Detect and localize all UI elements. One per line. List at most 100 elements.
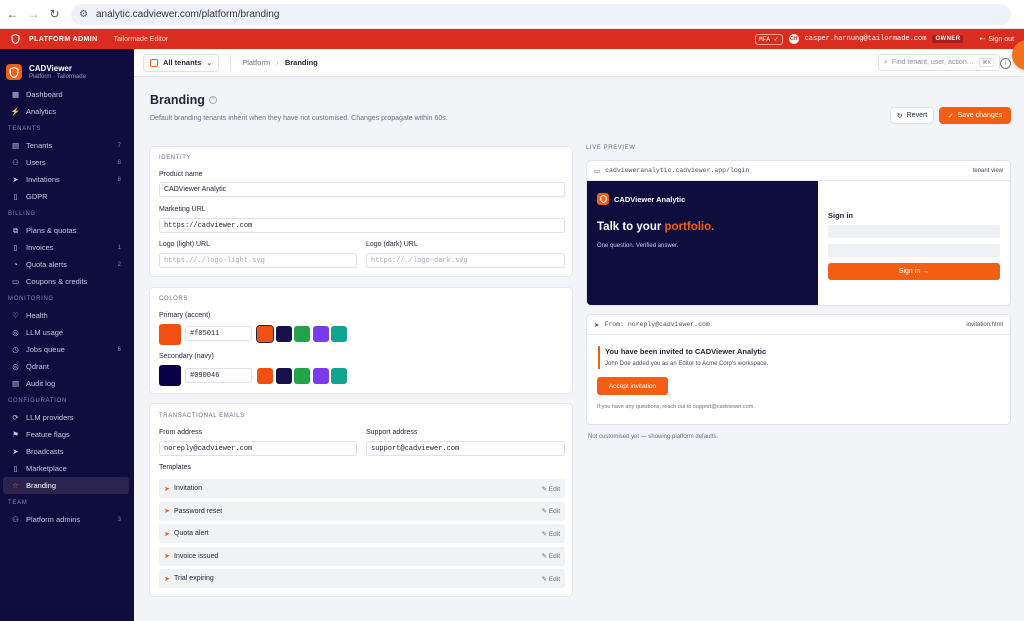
sidebar-item-label: Platform admins [26, 515, 81, 524]
reload-icon[interactable]: ↻ [49, 7, 60, 21]
sidebar-item-audit-log[interactable]: ▤ Audit log [3, 375, 129, 392]
help-icon[interactable]: i [1000, 58, 1011, 69]
color-preset-swatch[interactable] [256, 325, 274, 343]
save-changes-button[interactable]: ✓ Save changes [939, 107, 1011, 124]
edit-button[interactable]: ✎ Edit [542, 485, 560, 493]
avatar[interactable]: CH [788, 34, 799, 44]
sidebar-item-qdrant[interactable]: ◎ Qdrant [3, 358, 129, 375]
templates-label: Templates [159, 464, 191, 471]
sidebar-item-count: 8 [117, 176, 121, 183]
tenant-select[interactable]: All tenants ⌄ [143, 53, 220, 72]
sidebar-item-invitations[interactable]: ➤ Invitations 8 [3, 171, 129, 188]
breadcrumb-root[interactable]: Platform [242, 58, 271, 67]
template-row[interactable]: ➤ Invoice issued ✎ Edit [159, 546, 565, 566]
sidebar-item-count: 7 [117, 142, 121, 149]
sidebar-section-title: BILLING [8, 210, 36, 217]
email-preview-from: From: noreply@cadviewer.com [604, 321, 710, 328]
signin-panel: Sign in Sign in → [818, 181, 1010, 305]
primary-color-swatch[interactable] [159, 324, 181, 345]
info-icon[interactable]: ? [209, 96, 217, 104]
color-preset-swatch[interactable] [275, 326, 292, 342]
pencil-icon: ✎ [541, 575, 547, 583]
color-preset-swatch[interactable] [257, 368, 273, 384]
address-bar[interactable]: ⚙ analytic.cadviewer.com/platform/brandi… [71, 3, 1011, 25]
template-row[interactable]: ➤ Password reset ✎ Edit [159, 501, 565, 521]
sidebar-item-llm-usage[interactable]: ◎ LLM usage [3, 324, 129, 341]
sidebar-item-plans-quotas[interactable]: ⧉ Plans & quotas [3, 222, 129, 239]
revert-icon: ↻ [896, 112, 903, 120]
plans-quotas-icon: ⧉ [12, 225, 19, 235]
jobs-queue-icon: ◷ [12, 345, 19, 354]
edit-button[interactable]: ✎ Edit [542, 575, 560, 583]
sidebar-item-marketplace[interactable]: ▯ Marketplace [3, 460, 129, 477]
sidebar-item-llm-providers[interactable]: ⟳ LLM providers [3, 409, 129, 426]
feature-flags-icon: ⚑ [12, 430, 19, 439]
sidebar-item-jobs-queue[interactable]: ◷ Jobs queue 6 [3, 341, 129, 358]
edit-label: Edit [548, 508, 560, 515]
signin-button[interactable]: Sign in → [828, 263, 1000, 280]
accept-invitation-button[interactable]: Accept invitation [597, 377, 668, 395]
sidebar-item-platform-admins[interactable]: ⚇ Platform admins 3 [3, 511, 129, 528]
color-preset-swatch[interactable] [275, 368, 292, 384]
color-preset-swatch[interactable] [312, 326, 329, 342]
email-title: You have been invited to CADViewer Analy… [605, 347, 767, 356]
color-preset-swatch[interactable] [294, 326, 310, 342]
template-name: Trial expiring [174, 575, 214, 582]
secondary-color-input[interactable]: #090046 [185, 368, 252, 383]
sidebar-item-coupons-credits[interactable]: ▭ Coupons & credits [3, 273, 129, 290]
login-preview-bar: ▭ cadvieweranalytic.cadviewer.app/login … [587, 161, 1010, 181]
search-input[interactable]: ⌕ Find tenant, user, action… ⌘K [878, 54, 1000, 71]
template-row[interactable]: ➤ Invitation ✎ Edit [159, 479, 565, 498]
product-name-input[interactable]: CADViewer Analytic [159, 182, 565, 197]
users-icon: ⚇ [12, 158, 19, 167]
color-preset-swatch[interactable] [294, 368, 310, 384]
color-preset-swatch[interactable] [331, 368, 347, 384]
login-preview: ▭ cadvieweranalytic.cadviewer.app/login … [586, 160, 1011, 306]
color-preset-swatch[interactable] [331, 326, 347, 342]
sidebar-item-gdpr[interactable]: ▯ GDPR [3, 188, 129, 205]
send-icon: ➤ [164, 485, 170, 493]
revert-button[interactable]: ↻ Revert [890, 107, 934, 124]
identity-section-title: IDENTITY [159, 155, 192, 161]
sidebar-item-label: Quota alerts [26, 260, 67, 269]
brand[interactable]: CADViewer Platform · Tailormade [0, 49, 134, 85]
sidebar-item-health[interactable]: ♡ Health [3, 307, 129, 324]
primary-color-input[interactable]: #f05011 [185, 326, 252, 341]
sidebar-item-tenants[interactable]: ▤ Tenants 7 [3, 137, 129, 154]
llm-usage-icon: ◎ [12, 328, 19, 337]
marketing-url-input[interactable]: https://cadviewer.com [159, 218, 565, 233]
tenants-icon: ▤ [11, 141, 20, 150]
sidebar-item-users[interactable]: ⚇ Users 8 [3, 154, 129, 171]
color-preset-swatch[interactable] [312, 368, 329, 384]
sidebar-item-quota-alerts[interactable]: ◔ Quota alerts 2 [3, 256, 129, 273]
signin-password-field[interactable] [828, 244, 1000, 257]
sidebar-item-analytics[interactable]: ⚡ Analytics [3, 103, 129, 120]
tenant-select-label: All tenants [163, 58, 202, 67]
back-icon[interactable]: ← [6, 7, 19, 21]
template-row[interactable]: ➤ Quota alert ✎ Edit [159, 524, 565, 543]
sidebar-item-label: Jobs queue [26, 345, 65, 354]
sign-out-button[interactable]: ⇠ Sign out [979, 35, 1014, 44]
forward-icon[interactable]: → [27, 7, 40, 21]
sidebar-item-invoices[interactable]: ▯ Invoices 1 [3, 239, 129, 256]
sidebar-item-broadcasts[interactable]: ➤ Broadcasts [3, 443, 129, 460]
send-icon: ➤ [594, 321, 600, 329]
sidebar-item-feature-flags[interactable]: ⚑ Feature flags [3, 426, 129, 443]
sidebar-item-branding[interactable]: ☆ Branding [3, 477, 129, 494]
logo-light-input[interactable]: https://…/logo-light.svg [159, 253, 357, 268]
site-settings-icon[interactable]: ⚙ [79, 8, 88, 20]
secondary-color-swatch[interactable] [159, 365, 181, 386]
headline-accent: portfolio. [664, 221, 715, 233]
edit-button[interactable]: ✎ Edit [542, 552, 560, 560]
logo-dark-input[interactable]: https://…/logo-dark.svg [366, 253, 565, 268]
edit-button[interactable]: ✎ Edit [542, 507, 560, 515]
floating-action-button[interactable] [1012, 40, 1024, 70]
edit-button[interactable]: ✎ Edit [542, 530, 560, 538]
support-address-input[interactable]: support@cadviewer.com [366, 441, 565, 456]
template-row[interactable]: ➤ Trial expiring ✎ Edit [159, 569, 565, 588]
sidebar-item-count: 8 [117, 159, 121, 166]
from-address-input[interactable]: noreply@cadviewer.com [159, 441, 357, 456]
signin-email-field[interactable] [828, 225, 1000, 238]
admin-label: PLATFORM ADMIN [29, 35, 98, 43]
sidebar-item-dashboard[interactable]: ▦ Dashboard [3, 86, 129, 103]
